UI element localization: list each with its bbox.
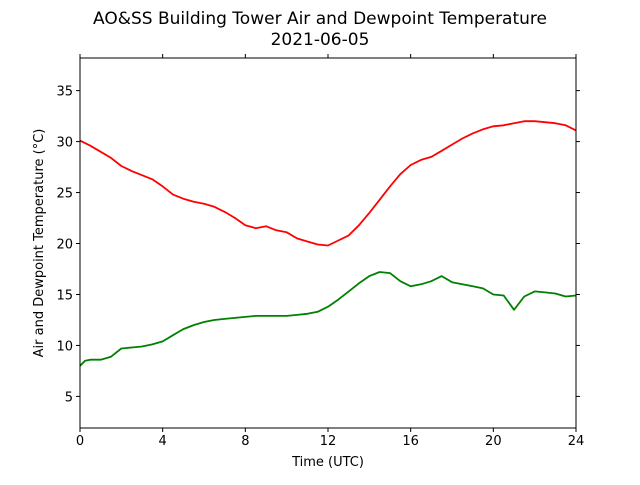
chart-title-line2: 2021-06-05 <box>271 30 370 50</box>
x-tick-label: 24 <box>568 434 585 449</box>
y-tick-label: 20 <box>56 238 73 253</box>
y-tick-label: 5 <box>65 390 73 405</box>
x-tick-label: 20 <box>485 434 502 449</box>
y-tick-label: 30 <box>56 136 73 151</box>
y-tick-label: 25 <box>56 187 73 202</box>
x-tick-label: 8 <box>241 434 249 449</box>
ticks-layer: 0 4 8 12 16 20 24 5 10 15 20 25 30 35 <box>56 54 584 449</box>
series-line-0 <box>79 120 577 247</box>
x-tick-label: 0 <box>76 434 84 449</box>
chart-title-line1: AO&SS Building Tower Air and Dewpoint Te… <box>93 9 547 29</box>
plot-frame <box>79 57 577 429</box>
series-layer <box>79 120 577 367</box>
series-line-1 <box>79 271 577 367</box>
y-axis-label: Air and Dewpoint Temperature (°C) <box>32 129 47 358</box>
y-tick-label: 35 <box>56 85 73 100</box>
x-axis-label: Time (UTC) <box>291 455 364 470</box>
y-tick-label: 15 <box>56 288 73 303</box>
x-tick-label: 12 <box>320 434 337 449</box>
x-tick-label: 4 <box>159 434 167 449</box>
y-tick-label: 10 <box>56 339 73 354</box>
x-tick-label: 16 <box>402 434 419 449</box>
